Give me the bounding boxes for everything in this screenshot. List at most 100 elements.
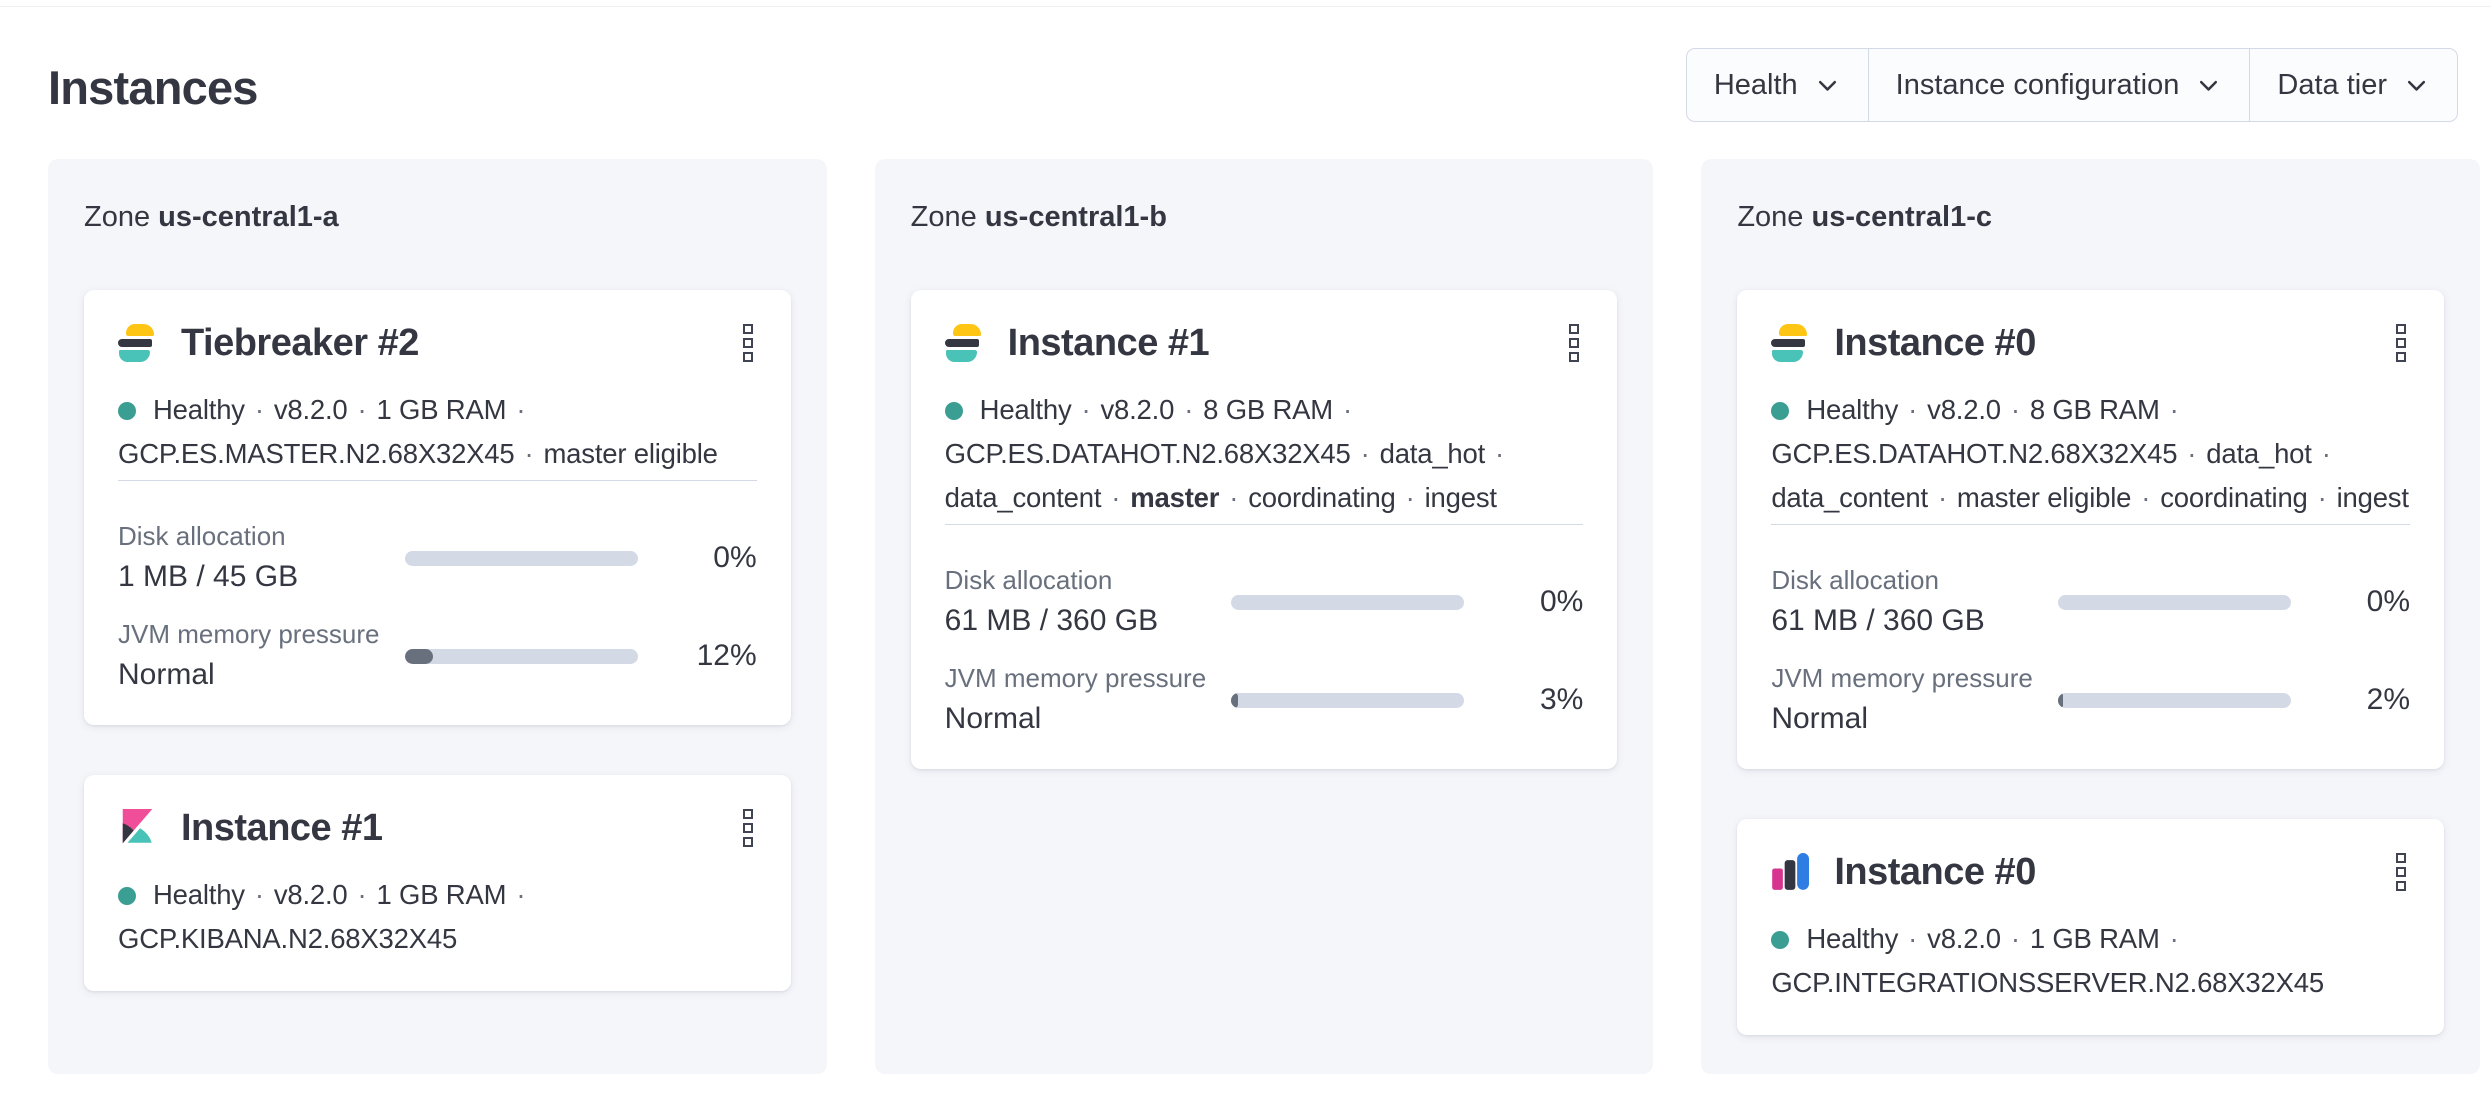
status-line: Healthy · v8.2.0 · 1 GB RAM · <box>118 388 757 432</box>
progress-bar-fill <box>1231 692 1239 708</box>
status-segment: 8 GB RAM <box>2029 394 2160 425</box>
metric-percent: 12% <box>696 639 757 672</box>
metric-value: 1 MB / 45 GB <box>118 560 299 593</box>
progress-bar-fill <box>404 648 433 664</box>
zone-label: Zone <box>84 201 151 233</box>
card-menu-button[interactable] <box>1565 320 1583 366</box>
status-segment: data_content <box>1771 482 1928 513</box>
progress-bar-fill <box>2058 692 2063 708</box>
status-segment: v8.2.0 <box>1927 923 2001 954</box>
progress-bar <box>1231 594 1465 610</box>
health-dot-icon <box>944 402 963 420</box>
status-segment: 1 GB RAM <box>2029 923 2160 954</box>
progress-bar <box>404 648 638 664</box>
instance-status: Healthy · v8.2.0 · 1 GB RAM · GCP.ES.MASTER.N… <box>118 388 757 476</box>
status-segment: data_hot <box>1379 438 1486 469</box>
card-menu-button[interactable] <box>2392 320 2410 366</box>
status-separator: · <box>1495 438 1505 469</box>
status-line: Healthy · v8.2.0 · 8 GB RAM · <box>944 388 1584 432</box>
status-separator: · <box>2169 923 2179 954</box>
status-segment: 8 GB RAM <box>1203 394 1333 425</box>
zone-title: Zone us-central1-c <box>1737 197 2444 237</box>
status-segment: v8.2.0 <box>273 394 348 425</box>
zone-panel-us-central1-a: Zone us-central1-a Tiebreaker #2 Healthy… <box>48 159 827 1074</box>
card-divider <box>118 480 757 481</box>
zone-label: Zone <box>1737 201 1804 233</box>
jvm-memory-pressure-metric: JVM memory pressure Normal 3% <box>945 661 1584 739</box>
card-header: Tiebreaker #2 <box>118 320 757 366</box>
status-segment: 1 GB RAM <box>376 394 507 425</box>
page-header: Instances Health Instance configuration … <box>0 0 2490 122</box>
card-header: Instance #0 <box>1771 320 2410 366</box>
instance-card-tiebreaker-2: Tiebreaker #2 Healthy · v8.2.0 · 1 GB RAM · G… <box>84 290 791 725</box>
status-line: Healthy · v8.2.0 · 1 GB RAM · <box>118 873 757 917</box>
metric-percent: 0% <box>2366 585 2410 618</box>
disk-allocation-metric: Disk allocation 1 MB / 45 GB 0% <box>118 519 757 597</box>
card-menu-button[interactable] <box>739 320 757 366</box>
status-segment: Healthy <box>979 394 1072 425</box>
instance-status: Healthy · v8.2.0 · 1 GB RAM · GCP.KIBANA.N2.6… <box>118 873 757 961</box>
filter-instance-configuration-label: Instance configuration <box>1895 68 2180 101</box>
health-dot-icon <box>1771 931 1790 949</box>
status-separator: · <box>254 879 264 910</box>
jvm-memory-pressure-metric: JVM memory pressure Normal 12% <box>118 617 757 695</box>
instance-card-kibana-1: Instance #1 Healthy · v8.2.0 · 1 GB RAM · GCP… <box>84 775 791 991</box>
elasticsearch-logo-icon <box>1771 324 1809 362</box>
zone-title: Zone us-central1-a <box>84 197 791 237</box>
metric-percent: 0% <box>713 541 757 574</box>
metric-label: JVM memory pressure <box>118 619 380 649</box>
status-separator: · <box>1360 438 1370 469</box>
card-metrics: Disk allocation 61 MB / 360 GB 0% JVM me… <box>945 563 1584 739</box>
chevron-down-icon <box>1818 80 1836 91</box>
status-segment: v8.2.0 <box>1927 394 2001 425</box>
filter-instance-configuration-button[interactable]: Instance configuration <box>1867 49 2250 121</box>
disk-allocation-metric: Disk allocation 61 MB / 360 GB 0% <box>945 563 1584 641</box>
health-dot-icon <box>118 402 136 420</box>
status-segment: master eligible <box>543 438 718 469</box>
status-separator: · <box>1111 482 1121 513</box>
instance-title: Instance #1 <box>1007 321 1210 364</box>
status-separator: · <box>254 394 264 425</box>
instance-title: Instance #0 <box>1834 850 2036 893</box>
progress-bar <box>2058 594 2291 610</box>
card-divider <box>944 524 1584 525</box>
status-separator: · <box>1229 482 1239 513</box>
status-separator: · <box>1937 482 1947 513</box>
filter-data-tier-label: Data tier <box>2277 68 2387 101</box>
metric-percent: 0% <box>1539 585 1584 618</box>
status-segment: data_hot <box>2206 438 2312 469</box>
status-separator: · <box>516 879 526 910</box>
metric-value: 61 MB / 360 GB <box>1771 604 1985 637</box>
status-segment: Healthy <box>1806 394 1899 425</box>
metric-percent: 2% <box>2366 683 2410 716</box>
filter-group: Health Instance configuration Data tier <box>1685 48 2458 122</box>
instance-status: Healthy · v8.2.0 · 8 GB RAM · GCP.ES.DATAHOT.… <box>1771 388 2410 520</box>
status-separator: · <box>1081 394 1091 425</box>
card-menu-button[interactable] <box>2392 849 2410 895</box>
status-separator: · <box>357 879 367 910</box>
status-segment: v8.2.0 <box>1100 394 1175 425</box>
status-line: GCP.INTEGRATIONSSERVER.N2.68X32X45 <box>1771 961 2410 1005</box>
instance-card-es-0: Instance #0 Healthy · v8.2.0 · 8 GB RAM · GCP… <box>1737 290 2444 769</box>
zone-name: us-central1-c <box>1811 201 1993 233</box>
status-separator: · <box>2010 923 2020 954</box>
metric-label: JVM memory pressure <box>944 663 1207 693</box>
filter-health-button[interactable]: Health <box>1687 49 1868 121</box>
status-separator: · <box>1342 394 1352 425</box>
zone-label: Zone <box>910 201 977 233</box>
metric-percent: 3% <box>1539 683 1584 716</box>
card-menu-button[interactable] <box>739 805 757 851</box>
instance-title: Instance #1 <box>181 806 383 849</box>
progress-bar <box>2058 692 2291 708</box>
metric-label: Disk allocation <box>118 521 286 551</box>
status-segment-master: master <box>1130 482 1220 513</box>
status-separator: · <box>2169 394 2179 425</box>
status-segment: Healthy <box>153 394 245 425</box>
metric-label: Disk allocation <box>1771 565 1939 595</box>
card-header: Instance #1 <box>118 805 757 851</box>
status-line: data_content · master · coordinating · ingest <box>945 476 1584 520</box>
instance-status: Healthy · v8.2.0 · 1 GB RAM · GCP.INTEGRATION… <box>1771 917 2410 1005</box>
status-separator: · <box>2187 438 2197 469</box>
filter-data-tier-button[interactable]: Data tier <box>2249 49 2457 121</box>
instance-card-integrations-server-0: Instance #0 Healthy · v8.2.0 · 1 GB RAM · GCP… <box>1737 819 2444 1035</box>
